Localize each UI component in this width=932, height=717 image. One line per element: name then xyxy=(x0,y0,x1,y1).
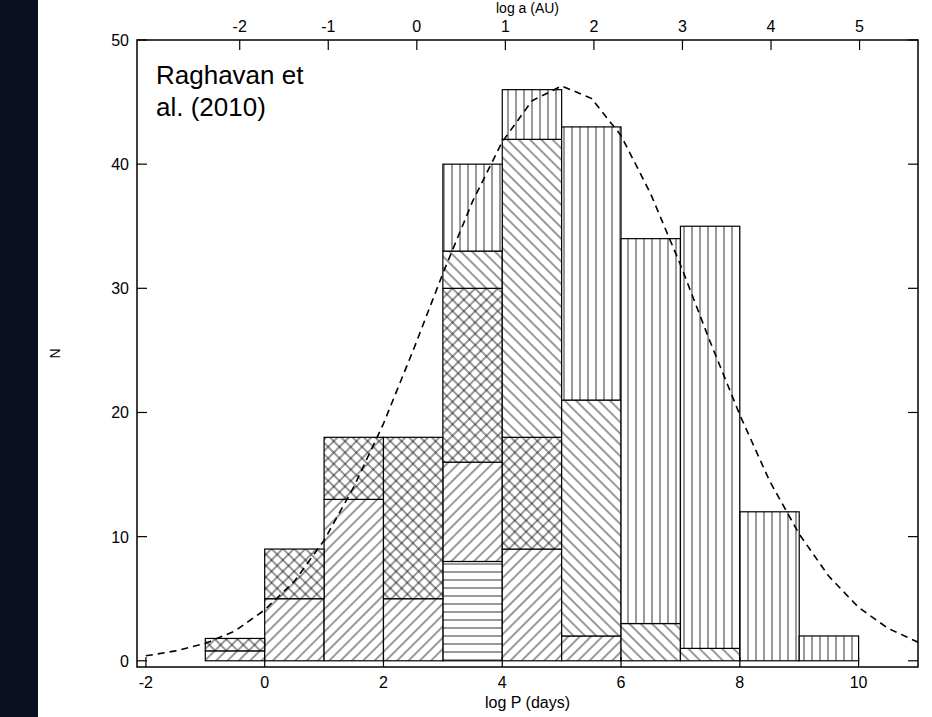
x2-tick xyxy=(416,40,417,50)
histogram-segment xyxy=(324,437,383,499)
y-tick-right xyxy=(908,412,918,413)
x2-tick xyxy=(770,40,771,50)
y-tick-right xyxy=(908,660,918,661)
y-tick-right xyxy=(908,536,918,537)
x2-tick-label: -1 xyxy=(321,18,335,35)
x2-tick xyxy=(593,40,594,50)
y-tick-label: 10 xyxy=(111,529,129,546)
fit-curve xyxy=(146,86,918,656)
histogram-segment xyxy=(621,624,680,661)
x-tick-label: 6 xyxy=(617,674,626,691)
x2-tick xyxy=(505,40,506,50)
histogram-segment xyxy=(502,437,561,549)
y-tick xyxy=(137,39,147,40)
y-tick-right xyxy=(908,39,918,40)
y-tick xyxy=(137,536,147,537)
y-tick-right xyxy=(908,288,918,289)
y-tick-right xyxy=(908,164,918,165)
histogram-segment xyxy=(443,164,502,251)
histogram-segment xyxy=(740,512,799,661)
x-tick-label: 2 xyxy=(379,674,388,691)
y-tick xyxy=(137,288,147,289)
annotation-ground xyxy=(153,58,307,124)
histogram-segment xyxy=(205,651,264,661)
x2-tick-label: -2 xyxy=(233,18,247,35)
x-tick xyxy=(739,657,740,667)
y-tick-label: 0 xyxy=(120,653,129,670)
histogram-segment xyxy=(502,90,561,140)
x-tick-label: 10 xyxy=(850,674,868,691)
x-tick-label: 4 xyxy=(498,674,507,691)
x-tick xyxy=(264,657,265,667)
histogram-segment xyxy=(383,599,442,661)
histogram-segment xyxy=(443,561,502,660)
histogram-segment xyxy=(443,288,502,462)
histogram-segment xyxy=(680,648,739,660)
annotation: Raghavan etal. (2010) xyxy=(156,60,304,122)
y-tick xyxy=(137,412,147,413)
marks xyxy=(146,86,918,661)
x-tick-label: -2 xyxy=(139,674,153,691)
x2-tick-label: 1 xyxy=(501,18,510,35)
x2-tick-label: 2 xyxy=(589,18,598,35)
x-tick xyxy=(858,657,859,667)
x2-tick xyxy=(682,40,683,50)
x-tick xyxy=(145,657,146,667)
y-tick-label: 40 xyxy=(111,156,129,173)
background xyxy=(0,0,932,717)
histogram-segment xyxy=(799,636,858,661)
x-tick xyxy=(383,657,384,667)
x-axis-title: log P (days) xyxy=(485,694,570,711)
x-tick xyxy=(502,657,503,667)
histogram-segment xyxy=(621,239,680,624)
y-tick-label: 20 xyxy=(111,404,129,421)
x2-tick-label: 3 xyxy=(678,18,687,35)
histogram-segment xyxy=(562,636,621,661)
x2-tick xyxy=(859,40,860,50)
x2-tick-label: 5 xyxy=(855,18,864,35)
histogram-segment xyxy=(562,127,621,400)
histogram-segment xyxy=(383,437,442,598)
panel xyxy=(38,0,932,717)
x2-tick xyxy=(328,40,329,50)
chart: -20246810-2-101234501020304050log P (day… xyxy=(0,0,932,717)
y-tick xyxy=(137,164,147,165)
histogram-segment xyxy=(562,400,621,636)
y-tick-label: 50 xyxy=(111,32,129,49)
x2-tick xyxy=(239,40,240,50)
x-tick-label: 0 xyxy=(260,674,269,691)
x2-axis-title: log a (AU) xyxy=(496,0,559,16)
y-axis-title: N xyxy=(47,348,63,358)
x-tick-label: 8 xyxy=(735,674,744,691)
x-tick xyxy=(620,657,621,667)
histogram-segment xyxy=(443,462,502,561)
x2-tick-label: 0 xyxy=(412,18,421,35)
plot-frame xyxy=(137,40,918,667)
histogram-segment xyxy=(443,251,502,288)
histogram-segment xyxy=(265,549,324,599)
histogram-segment xyxy=(265,599,324,661)
x2-tick-label: 4 xyxy=(767,18,776,35)
histogram-segment xyxy=(502,549,561,661)
histogram-segment xyxy=(502,139,561,437)
y-tick xyxy=(137,660,147,661)
y-tick-label: 30 xyxy=(111,280,129,297)
histogram-segment xyxy=(205,638,264,650)
